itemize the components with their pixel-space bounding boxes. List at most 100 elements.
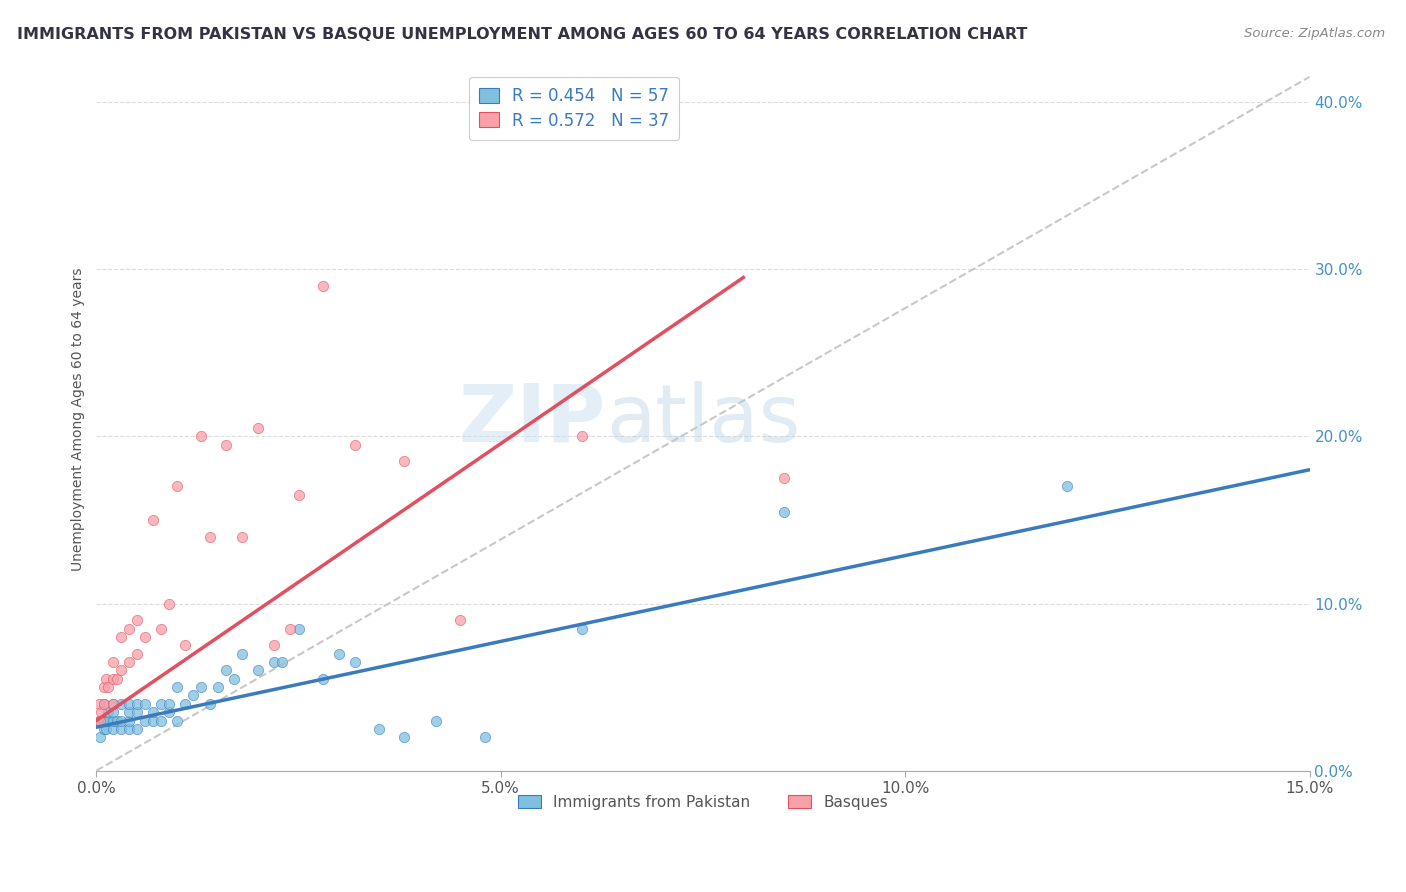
Y-axis label: Unemployment Among Ages 60 to 64 years: Unemployment Among Ages 60 to 64 years (72, 268, 86, 572)
Point (215, 438, 238, 452)
Point (312, 278, 335, 293)
Text: atlas: atlas (606, 381, 800, 458)
Point (87, 697, 110, 711)
Point (134, 714, 156, 728)
Point (110, 697, 132, 711)
Text: ZIP: ZIP (458, 381, 606, 458)
Point (166, 479, 188, 493)
Text: Source: ZipAtlas.com: Source: ZipAtlas.com (1244, 27, 1385, 40)
Point (134, 630, 156, 644)
Point (101, 705, 124, 719)
Point (118, 622, 141, 636)
Point (110, 664, 132, 678)
Point (101, 672, 124, 686)
Point (1056, 479, 1078, 493)
Point (215, 664, 238, 678)
Point (90, 705, 112, 719)
Point (174, 638, 197, 652)
Point (222, 672, 245, 686)
Point (150, 697, 173, 711)
Point (125, 697, 148, 711)
Point (166, 680, 188, 694)
Point (157, 705, 180, 719)
Point (312, 672, 335, 686)
Point (198, 697, 221, 711)
Point (150, 622, 173, 636)
Point (174, 697, 197, 711)
Point (368, 722, 391, 736)
Point (101, 655, 124, 669)
Point (142, 705, 165, 719)
Point (231, 530, 253, 544)
Point (110, 630, 132, 644)
Point (247, 664, 270, 678)
Point (247, 421, 270, 435)
Point (93, 697, 115, 711)
Point (93, 714, 115, 728)
Point (125, 722, 148, 736)
Point (231, 647, 253, 661)
Point (157, 597, 180, 611)
Point (474, 731, 496, 745)
Point (157, 697, 180, 711)
Point (571, 622, 593, 636)
Point (280, 622, 302, 636)
Point (101, 722, 124, 736)
Legend: Immigrants from Pakistan, Basques: Immigrants from Pakistan, Basques (512, 789, 894, 815)
Point (125, 613, 148, 627)
Point (134, 697, 156, 711)
Point (263, 655, 285, 669)
Point (392, 731, 415, 745)
Point (87, 714, 110, 728)
Point (93, 680, 115, 694)
Point (392, 454, 415, 468)
Point (118, 697, 141, 711)
Point (118, 714, 141, 728)
Point (166, 714, 188, 728)
Point (96, 714, 118, 728)
Point (772, 504, 794, 518)
Point (425, 714, 447, 728)
Point (344, 655, 367, 669)
Point (125, 705, 148, 719)
Point (183, 689, 205, 703)
Point (344, 438, 367, 452)
Point (118, 655, 141, 669)
Point (105, 714, 128, 728)
Point (89, 731, 111, 745)
Point (271, 655, 294, 669)
Point (125, 647, 148, 661)
Point (449, 613, 471, 627)
Point (93, 697, 115, 711)
Point (571, 429, 593, 443)
Point (97, 680, 120, 694)
Point (142, 513, 165, 527)
Point (101, 714, 124, 728)
Point (118, 705, 141, 719)
Point (198, 530, 221, 544)
Point (101, 697, 124, 711)
Point (105, 672, 128, 686)
Point (91, 714, 114, 728)
Point (110, 714, 132, 728)
Point (101, 697, 124, 711)
Point (263, 638, 285, 652)
Point (207, 680, 229, 694)
Point (328, 647, 350, 661)
Point (118, 722, 141, 736)
Point (287, 488, 309, 502)
Point (93, 722, 115, 736)
Point (150, 714, 173, 728)
Point (142, 714, 165, 728)
Point (94, 722, 117, 736)
Point (110, 722, 132, 736)
Point (772, 471, 794, 485)
Text: IMMIGRANTS FROM PAKISTAN VS BASQUE UNEMPLOYMENT AMONG AGES 60 TO 64 YEARS CORREL: IMMIGRANTS FROM PAKISTAN VS BASQUE UNEMP… (17, 27, 1028, 42)
Point (89, 714, 111, 728)
Point (287, 622, 309, 636)
Point (190, 429, 212, 443)
Point (97, 714, 120, 728)
Point (97, 705, 120, 719)
Point (94, 672, 117, 686)
Point (190, 680, 212, 694)
